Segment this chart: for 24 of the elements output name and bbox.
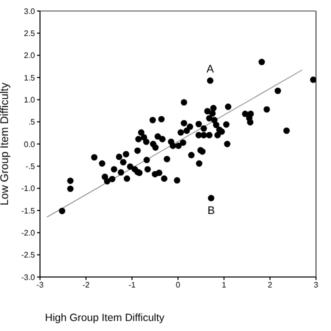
y-tick-label: -3.0	[21, 272, 36, 282]
x-tick-label: -2	[82, 280, 90, 290]
x-tick-label: 2	[268, 280, 273, 290]
y-tick-label: 2.5	[24, 29, 36, 38]
x-tick-label: -3	[36, 280, 44, 290]
x-tick-label: -1	[128, 280, 136, 290]
y-tick-label: 0.0	[24, 140, 36, 149]
x-tick-label: 3	[314, 280, 319, 290]
x-axis-title: High Group Item Difficulty	[45, 312, 164, 324]
annotation: B	[207, 204, 215, 217]
y-tick-label: -2.5	[21, 250, 36, 260]
x-tick-label: 1	[222, 280, 227, 290]
y-tick-label: -1.0	[21, 184, 36, 194]
y-tick-label: -2.0	[21, 228, 36, 238]
x-tick-label: 0	[176, 280, 181, 290]
y-tick-label: 1.5	[24, 73, 36, 82]
y-tick-label: 2.0	[24, 51, 36, 60]
y-tick-label: 1.0	[24, 96, 36, 105]
y-tick-label: 3.0	[24, 6, 36, 16]
y-tick-label: .5	[28, 118, 36, 127]
y-tick-label: -1.5	[21, 206, 36, 216]
y-axis-title: Low Group Item Difficulty	[0, 82, 11, 206]
y-tick-label: -.5	[26, 162, 36, 172]
annotation: A	[206, 64, 215, 76]
